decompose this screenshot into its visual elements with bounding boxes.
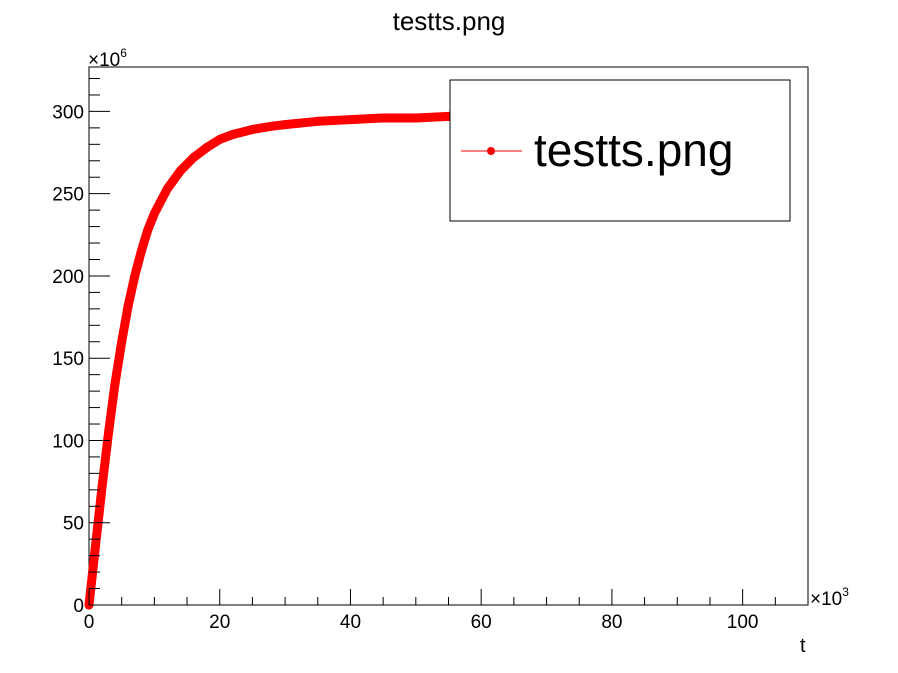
y-axis-multiplier: ×106 [88, 46, 127, 71]
data-point [411, 113, 421, 123]
data-point [247, 125, 257, 135]
data-point [104, 427, 114, 437]
data-point [228, 129, 238, 139]
y-tick-label: 0 [73, 596, 84, 617]
x-tick-label: 100 [727, 612, 759, 633]
x-axis-label: t [800, 635, 806, 657]
data-point [378, 113, 388, 123]
data-point [97, 482, 107, 492]
x-tick-label: 0 [84, 612, 95, 633]
data-point [91, 541, 101, 551]
data-point [130, 271, 140, 281]
data-point [149, 208, 159, 218]
data-point [143, 225, 153, 235]
y-tick-label: 100 [52, 431, 84, 452]
data-point [110, 378, 120, 388]
data-point [202, 143, 212, 153]
x-tick-label: 60 [471, 612, 492, 633]
y-tick-label: 250 [52, 185, 84, 206]
data-point [345, 115, 355, 125]
x-tick-label: 80 [601, 612, 622, 633]
data-point [123, 301, 133, 311]
data-point [313, 116, 323, 126]
legend: testts.png [449, 79, 791, 222]
data-point [267, 121, 277, 131]
data-point [136, 246, 146, 256]
data-point [189, 152, 199, 162]
y-tick-label: 200 [52, 267, 84, 288]
data-point [176, 166, 186, 176]
data-point [117, 337, 127, 347]
x-tick-label: 20 [209, 612, 230, 633]
series-line [84, 111, 486, 610]
legend-entry-label: testts.png [534, 124, 733, 176]
data-point [215, 134, 225, 144]
x-axis-multiplier: ×103 [810, 585, 849, 610]
y-tick-label: 150 [52, 349, 84, 370]
legend-marker [487, 147, 495, 155]
y-tick-label: 50 [63, 514, 84, 535]
data-point [280, 120, 290, 130]
chart-title: testts.png [393, 6, 506, 36]
x-tick-label: 40 [340, 612, 361, 633]
y-tick-label: 300 [52, 102, 84, 123]
data-point [162, 184, 172, 194]
